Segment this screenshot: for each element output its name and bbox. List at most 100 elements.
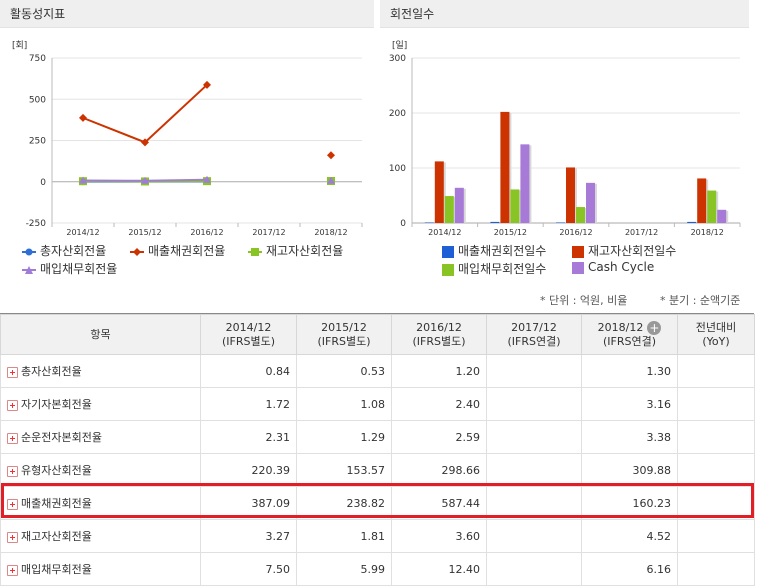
bar[interactable] — [454, 187, 464, 223]
data-point[interactable] — [79, 113, 87, 122]
bar[interactable] — [520, 144, 530, 223]
table-cell: 5.99 — [296, 552, 392, 586]
bar-chart-legend: 매출채권회전일수 재고자산회전일수 매입채무회전일수 Cash Cycle — [380, 240, 749, 280]
bar[interactable] — [556, 222, 565, 223]
table-cell: 1.72 — [200, 387, 297, 421]
data-point[interactable] — [141, 138, 149, 147]
x-tick-label: 2015/12 — [128, 228, 161, 237]
y-tick-label: 0 — [40, 178, 46, 188]
table-cell: 2.40 — [391, 387, 487, 421]
legend-cash-cycle[interactable]: Cash Cycle — [572, 260, 654, 274]
data-point[interactable] — [327, 151, 335, 160]
bar[interactable] — [424, 222, 434, 223]
expand-plus-icon[interactable] — [7, 432, 18, 444]
table-cell: 220.39 — [200, 453, 297, 487]
bar[interactable] — [444, 196, 454, 223]
table-cell: 587.44 — [391, 486, 487, 520]
header-2016: 2016/12 (IFRS별도) — [391, 314, 487, 355]
table-cell — [486, 453, 582, 487]
data-point[interactable] — [203, 80, 211, 89]
y-tick-label: 300 — [389, 54, 406, 64]
bar[interactable] — [576, 207, 585, 223]
data-point[interactable] — [141, 176, 149, 184]
expand-plus-icon[interactable] — [7, 366, 18, 378]
row-name: 재고자산회전율 — [21, 530, 92, 543]
header-2017: 2017/12 (IFRS연결) — [486, 314, 582, 355]
row-label[interactable]: 유형자산회전율 — [0, 453, 201, 487]
y-tick-label: 100 — [389, 164, 406, 174]
legend-inventory-days[interactable]: 재고자산회전일수 — [572, 242, 676, 259]
bar[interactable] — [717, 209, 727, 223]
row-label[interactable]: 매입채무회전율 — [0, 552, 201, 586]
green-swatch-icon — [442, 263, 454, 276]
table-row: 매입채무회전율 7.50 5.99 12.40 6.16 — [0, 552, 755, 586]
table-cell: 298.66 — [391, 453, 487, 487]
panel-title: 회전일수 — [380, 0, 749, 28]
table-cell — [486, 387, 582, 421]
table-cell: 160.23 — [581, 486, 678, 520]
data-point[interactable] — [327, 176, 335, 184]
row-label[interactable]: 매출채권회전율 — [0, 486, 201, 520]
row-label[interactable]: 순운전자본회전율 — [0, 420, 201, 454]
legend-payable-days[interactable]: 매입채무회전일수 — [442, 260, 546, 277]
legend-receivables[interactable]: 매출채권회전율 — [130, 242, 225, 259]
table-cell: 387.09 — [200, 486, 297, 520]
table-cell — [486, 519, 582, 553]
row-name: 총자산회전율 — [21, 365, 82, 378]
bar[interactable] — [697, 178, 707, 223]
bar[interactable] — [510, 189, 520, 223]
table-cell — [486, 354, 582, 388]
table-cell: 2.59 — [391, 420, 487, 454]
table-cell: 309.88 — [581, 453, 678, 487]
circle-marker-icon — [22, 248, 36, 255]
legend-total-assets[interactable]: 총자산회전율 — [22, 242, 106, 259]
x-tick-label: 2018/12 — [314, 228, 347, 237]
bar[interactable] — [434, 161, 444, 223]
expand-plus-icon[interactable] — [7, 564, 18, 576]
bar[interactable] — [687, 221, 697, 223]
legend-inventory[interactable]: 재고자산회전율 — [248, 242, 343, 259]
bar[interactable] — [566, 167, 575, 223]
row-label[interactable]: 재고자산회전율 — [0, 519, 201, 553]
table-cell — [677, 420, 755, 454]
row-name: 매입채무회전율 — [21, 563, 92, 576]
table-cell: 1.29 — [296, 420, 392, 454]
expand-columns-icon[interactable]: + — [647, 320, 662, 335]
y-tick-label: 500 — [29, 95, 46, 105]
table-cell: 3.27 — [200, 519, 297, 553]
bar[interactable] — [500, 111, 510, 223]
expand-plus-icon[interactable] — [7, 498, 18, 510]
row-label[interactable]: 총자산회전율 — [0, 354, 201, 388]
x-tick-label: 2016/12 — [559, 228, 592, 237]
expand-plus-icon[interactable] — [7, 465, 18, 477]
y-tick-label: 250 — [29, 137, 46, 147]
x-tick-label: 2016/12 — [190, 228, 223, 237]
table-cell: 0.53 — [296, 354, 392, 388]
expand-plus-icon[interactable] — [7, 531, 18, 543]
expand-plus-icon[interactable] — [7, 399, 18, 411]
row-label[interactable]: 자기자본회전율 — [0, 387, 201, 421]
data-point[interactable] — [203, 175, 211, 183]
activity-line-chart: [회]750 500 250 0 -250 2014/12 2015/12 2016/12 20… — [12, 40, 363, 237]
table-cell: 238.82 — [296, 486, 392, 520]
activity-panel: 활동성지표 [회] 750 500 250 0 -250 2014/12 2015/12 201… — [0, 0, 374, 282]
table-cell: 3.60 — [391, 519, 487, 553]
header-2014: 2014/12 (IFRS별도) — [200, 314, 297, 355]
bar[interactable] — [586, 182, 595, 223]
bar[interactable] — [490, 221, 500, 223]
red-swatch-icon — [572, 245, 584, 258]
activity-table: 항목 2014/12 (IFRS별도) 2015/12 (IFRS별도) 2016/… — [0, 314, 755, 586]
legend-receivable-days[interactable]: 매출채권회전일수 — [442, 242, 546, 259]
table-cell: 1.81 — [296, 519, 392, 553]
header-yoy: 전년대비 (YoY) — [677, 314, 755, 355]
table-row: 재고자산회전율 3.27 1.81 3.60 4.52 — [0, 519, 755, 553]
table-cell: 3.38 — [581, 420, 678, 454]
table-row: 총자산회전율 0.84 0.53 1.20 1.30 — [0, 354, 755, 388]
table-cell: 12.40 — [391, 552, 487, 586]
legend-payables[interactable]: 매입채무회전율 — [22, 260, 117, 277]
data-point[interactable] — [79, 176, 87, 184]
table-cell — [486, 552, 582, 586]
table-header-row: 항목 2014/12 (IFRS별도) 2015/12 (IFRS별도) 2016/… — [0, 314, 755, 355]
table-cell — [486, 420, 582, 454]
bar[interactable] — [707, 190, 717, 223]
